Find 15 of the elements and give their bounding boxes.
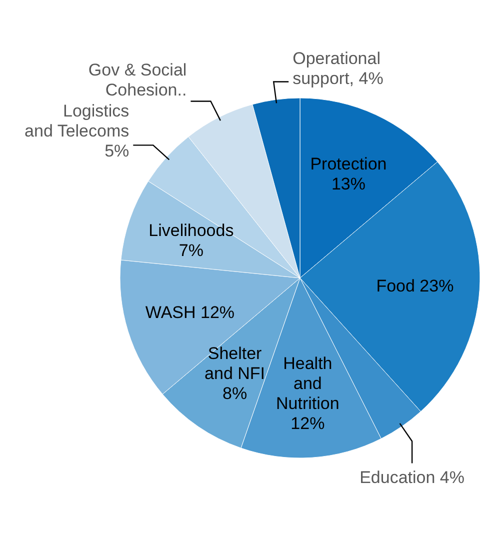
data-label: 8%	[222, 383, 248, 402]
slice-label: Livelihoods	[148, 220, 234, 240]
slice-label: Gov & Social Cohesion..	[88, 60, 187, 100]
slice-label: Protection	[310, 154, 387, 174]
slice-label: Logistics and Telecoms	[24, 101, 130, 140]
slice-label: Shelter and NFI	[204, 343, 266, 382]
slice-label: Health and Nutrition	[276, 353, 340, 412]
data-label: 5%	[104, 141, 130, 160]
data-label: 13%	[331, 174, 366, 194]
data-label: 12%	[290, 413, 325, 432]
slice-label: WASH 12%	[145, 302, 235, 322]
slice-label: Education 4%	[360, 468, 465, 487]
data-label: 7%	[178, 240, 204, 260]
slice-label: Food 23%	[376, 276, 454, 296]
slice-label: Operational support, 4%	[292, 48, 384, 88]
